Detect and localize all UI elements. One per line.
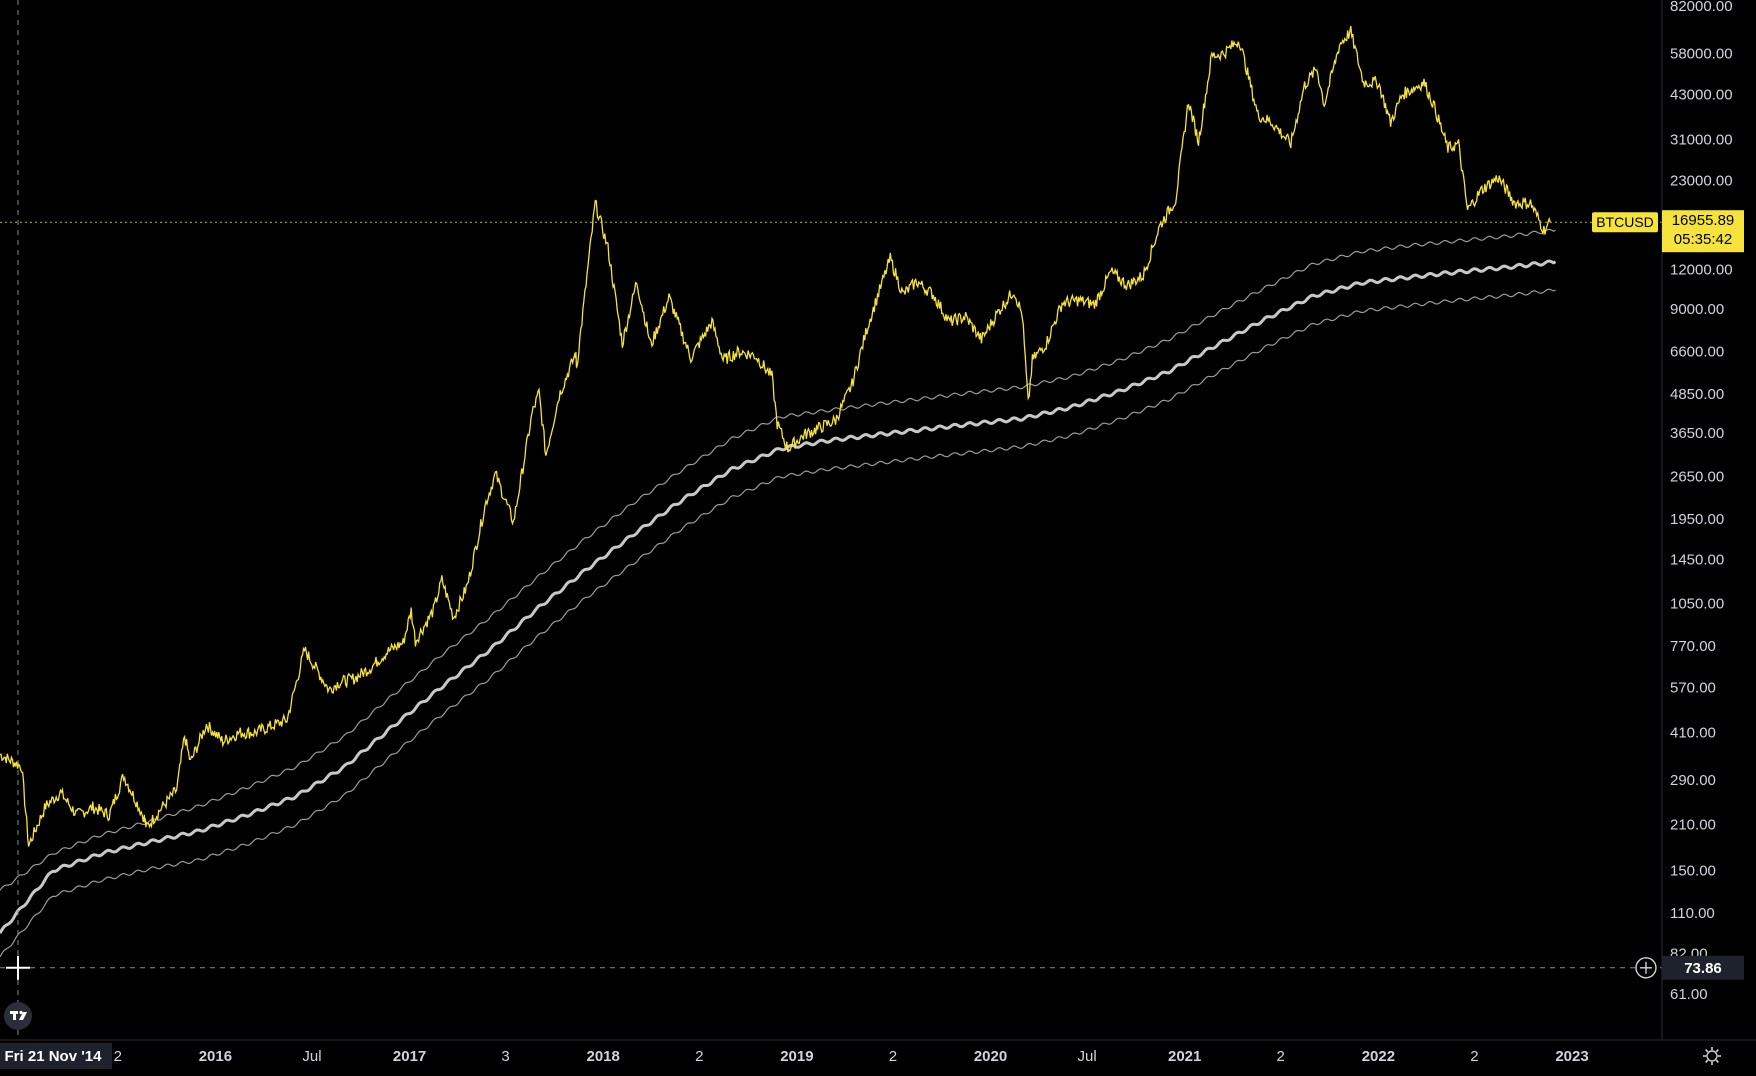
price-layer (0, 25, 1551, 847)
y-tick-label: 110.00 (1670, 905, 1715, 922)
crosshair-date-text: Fri 21 Nov '14 (5, 1048, 103, 1065)
x-tick-label: 2 (695, 1048, 703, 1065)
gear-icon[interactable] (1703, 1047, 1721, 1065)
y-tick-label: 150.00 (1670, 863, 1716, 880)
y-tick-label: 9000.00 (1670, 301, 1724, 318)
y-tick-label: 12000.00 (1670, 262, 1733, 279)
y-tick-label: 4850.00 (1670, 386, 1724, 403)
band-middle-line (0, 259, 1557, 934)
x-tick-label: 2 (889, 1048, 897, 1065)
btcusd-price-line (0, 25, 1551, 847)
tradingview-logo-icon[interactable] (4, 1002, 32, 1030)
x-tick-label: Jul (302, 1048, 321, 1065)
y-tick-label: 6600.00 (1670, 344, 1724, 361)
plus-circle-icon[interactable] (1635, 957, 1657, 979)
symbol-label: BTCUSD (1592, 212, 1658, 233)
crosshair-price-value: 73.86 (1684, 960, 1722, 977)
y-tick-label: 570.00 (1670, 680, 1716, 697)
x-tick-label: 2020 (974, 1048, 1007, 1065)
x-tick-label: 2021 (1168, 1048, 1201, 1065)
band-lower-line (0, 288, 1556, 958)
y-tick-label: 770.00 (1670, 638, 1716, 655)
x-tick-label: 3 (501, 1048, 509, 1065)
y-tick-label: 1950.00 (1670, 511, 1724, 528)
x-tick-label: Jul (1078, 1048, 1097, 1065)
x-axis[interactable]: 2 2016 Jul 2017 3 2018 2 2019 2 2020 Jul 2021 2 2022 2… (114, 1048, 1589, 1065)
y-tick-label: 1450.00 (1670, 551, 1724, 568)
symbol-label-text: BTCUSD (1596, 214, 1654, 230)
bar-countdown: 05:35:42 (1674, 231, 1732, 248)
y-tick-label: 1050.00 (1670, 596, 1724, 613)
y-axis[interactable]: 82000.00 58000.00 43000.00 31000.00 23000.00… (1670, 0, 1733, 1003)
y-tick-label: 43000.00 (1670, 87, 1733, 104)
x-tick-label: 2019 (780, 1048, 813, 1065)
crosshair-cursor-icon (6, 955, 30, 980)
x-tick-label: 2022 (1362, 1048, 1395, 1065)
x-tick-label: 2018 (587, 1048, 620, 1065)
last-price-label: 16955.89 05:35:42 (1662, 210, 1744, 253)
y-tick-label: 61.00 (1670, 986, 1708, 1003)
x-tick-label: 2 (1470, 1048, 1478, 1065)
x-tick-label: 2023 (1555, 1048, 1588, 1065)
y-tick-label: 290.00 (1670, 772, 1716, 789)
y-tick-label: 82000.00 (1670, 0, 1733, 15)
crosshair-date-label: Fri 21 Nov '14 (0, 1043, 112, 1069)
x-tick-label: 2016 (199, 1048, 232, 1065)
last-price-value: 16955.89 (1672, 212, 1735, 229)
y-tick-label: 31000.00 (1670, 131, 1733, 148)
band-upper-line (0, 228, 1556, 891)
y-tick-label: 3650.00 (1670, 425, 1724, 442)
y-tick-label: 23000.00 (1670, 172, 1733, 189)
bands-layer (0, 228, 1557, 958)
y-tick-label: 58000.00 (1670, 46, 1733, 63)
x-tick-label: 2017 (393, 1048, 426, 1065)
y-tick-label: 2650.00 (1670, 469, 1724, 486)
y-tick-label: 410.00 (1670, 725, 1716, 742)
x-tick-label: 2 (114, 1048, 122, 1065)
y-tick-label: 210.00 (1670, 816, 1716, 833)
crosshair-price-label: 73.86 (1662, 955, 1744, 980)
x-tick-label: 2 (1277, 1048, 1285, 1065)
